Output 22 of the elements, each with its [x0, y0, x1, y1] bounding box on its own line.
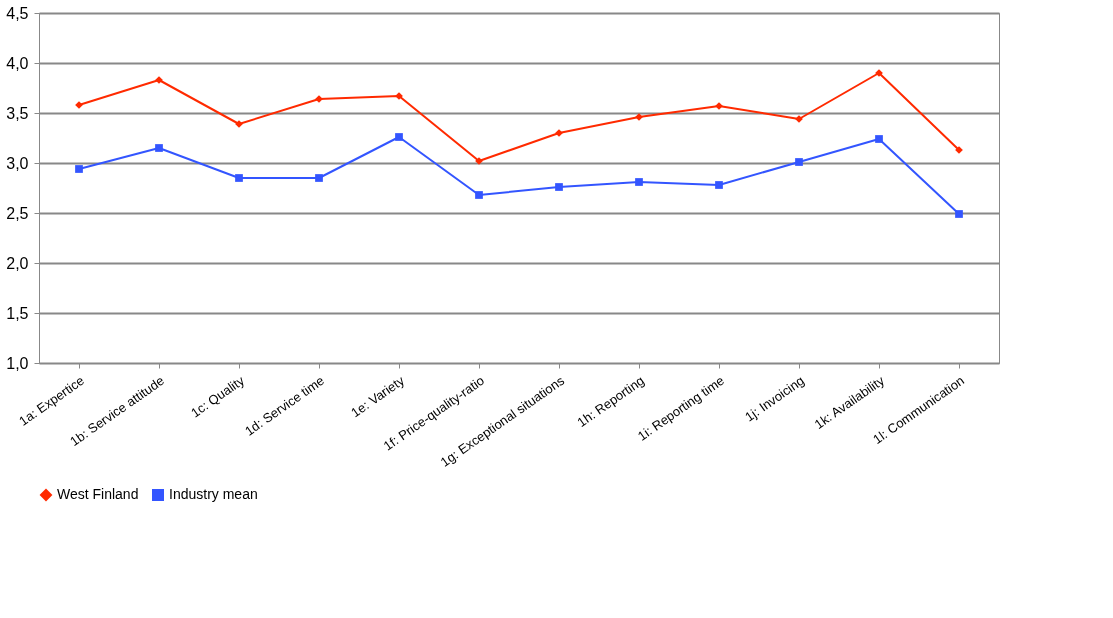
y-tick-label: 3,0 — [6, 154, 29, 172]
y-tick-label: 1,5 — [6, 304, 29, 322]
point — [395, 133, 403, 141]
y-tick-label: 1,0 — [6, 354, 29, 372]
legend-label: Industry mean — [169, 486, 258, 502]
point — [795, 158, 803, 166]
point — [955, 210, 963, 218]
point — [555, 183, 563, 191]
y-tick-label: 3,5 — [6, 104, 29, 122]
point — [75, 165, 83, 173]
point — [315, 174, 323, 182]
point — [875, 135, 883, 143]
point — [475, 191, 483, 199]
point — [235, 174, 243, 182]
y-tick-label: 2,0 — [6, 254, 29, 272]
y-tick-label: 4,5 — [6, 4, 29, 22]
y-tick-label: 2,5 — [6, 204, 29, 222]
y-tick-label: 4,0 — [6, 54, 29, 72]
point — [635, 178, 643, 186]
legend-label: West Finland — [57, 486, 139, 502]
point — [155, 144, 163, 152]
point — [715, 181, 723, 189]
